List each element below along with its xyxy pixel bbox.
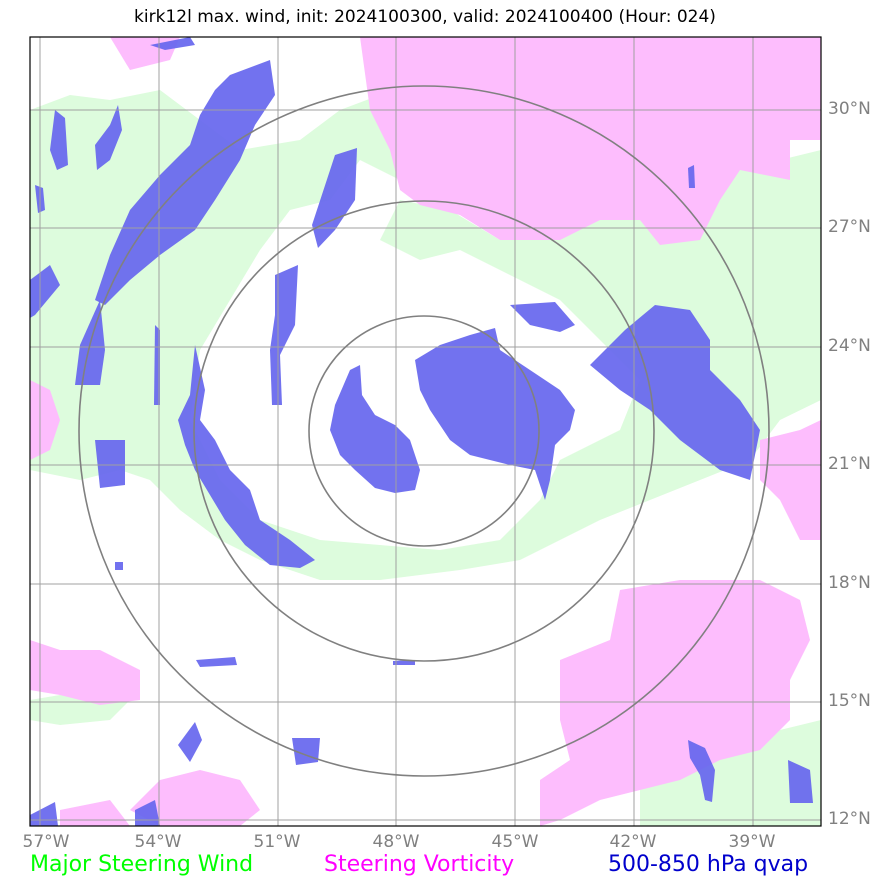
plot-frame xyxy=(29,36,822,827)
lat-label-21n: 21°N xyxy=(828,454,871,474)
lon-label-57w: 57°W xyxy=(22,832,70,852)
gridlines xyxy=(30,37,821,826)
lat-label-24n: 24°N xyxy=(828,336,871,356)
legend-qvap: 500-850 hPa qvap xyxy=(608,852,809,877)
lon-label-45w: 45°W xyxy=(491,832,539,852)
range-ring-inner xyxy=(308,315,540,547)
lat-label-15n: 15°N xyxy=(828,691,871,711)
range-rings xyxy=(78,85,770,777)
range-ring-outer xyxy=(78,85,770,777)
legend-steering-vorticity: Steering Vorticity xyxy=(324,852,515,877)
lon-label-42w: 42°W xyxy=(609,832,657,852)
lat-label-12n: 12°N xyxy=(828,809,871,829)
range-ring-middle xyxy=(193,200,655,662)
map-title: kirk12l max. wind, init: 2024100300, val… xyxy=(134,7,716,27)
lat-label-30n: 30°N xyxy=(828,99,871,119)
lat-label-27n: 27°N xyxy=(828,217,871,237)
lon-label-51w: 51°W xyxy=(253,832,301,852)
lat-label-18n: 18°N xyxy=(828,573,871,593)
lon-label-48w: 48°W xyxy=(372,832,420,852)
legend-steering-wind: Major Steering Wind xyxy=(30,852,254,877)
lon-label-39w: 39°W xyxy=(728,832,776,852)
lon-label-54w: 54°W xyxy=(134,832,182,852)
